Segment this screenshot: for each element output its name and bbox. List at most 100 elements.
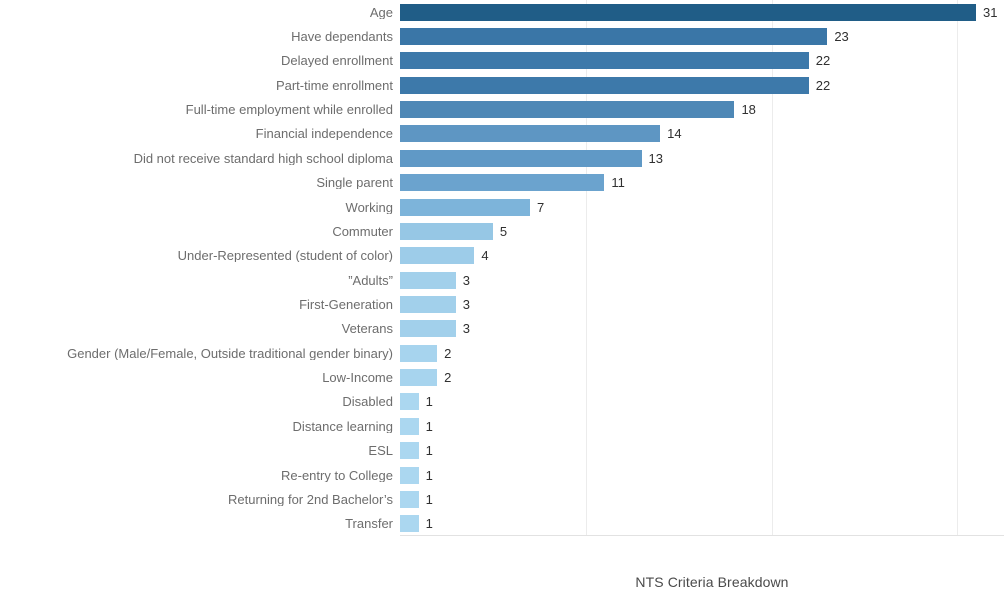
category-label: Full-time employment while enrolled [185, 103, 393, 117]
bar-age[interactable] [400, 3, 976, 21]
chart-row: Re-entry to College 1 [0, 463, 1004, 487]
category-label: Working [345, 200, 393, 214]
bar-delayed-enrollment[interactable] [400, 52, 809, 70]
gridline-10 [585, 0, 587, 536]
value-label: 1 [425, 467, 433, 483]
bar-track: 1 [400, 390, 433, 414]
gridline-20 [771, 0, 773, 536]
bar-track: 1 [400, 414, 433, 438]
category-label: Financial independence [255, 127, 393, 141]
bar-track: 1 [400, 438, 433, 462]
category-label: First-Generation [299, 297, 393, 311]
bar-have-dependants[interactable] [400, 28, 828, 46]
chart-row: Full-time employment while enrolled 18 [0, 97, 1004, 121]
category-label: ”Adults” [348, 273, 393, 287]
chart-row: Returning for 2nd Bachelor’s 1 [0, 487, 1004, 511]
bar-part-time-enrollment[interactable] [400, 76, 809, 94]
value-label: 22 [815, 53, 831, 69]
chart-row: Part-time enrollment 22 [0, 73, 1004, 97]
bar-track: 4 [400, 244, 489, 268]
bar-track: 23 [400, 24, 849, 48]
bar-gender-male-female-outside-traditional-gender-binary[interactable] [400, 344, 438, 362]
value-label: 3 [462, 296, 470, 312]
chart-row: Single parent 11 [0, 171, 1004, 195]
chart-row: ”Adults” 3 [0, 268, 1004, 292]
category-label: Disabled [342, 395, 393, 409]
bar-full-time-employment-while-enrolled[interactable] [400, 101, 735, 119]
bar-track: 11 [400, 171, 625, 195]
category-label: Veterans [341, 322, 393, 336]
bar-transfer[interactable] [400, 515, 419, 533]
chart-row: Veterans 3 [0, 317, 1004, 341]
bar-track: 1 [400, 512, 433, 536]
category-label: Part-time enrollment [275, 78, 393, 92]
chart-row: Did not receive standard high school dip… [0, 146, 1004, 170]
bar-track: 3 [400, 292, 470, 316]
bar-did-not-receive-standard-high-school-diploma[interactable] [400, 149, 642, 167]
category-label: ESL [368, 444, 393, 458]
value-label: 31 [982, 4, 998, 20]
bar-distance-learning[interactable] [400, 417, 419, 435]
category-label: Transfer [345, 517, 393, 531]
value-label: 5 [499, 223, 508, 239]
bar-single-parent[interactable] [400, 174, 605, 192]
category-label: Single parent [316, 176, 393, 190]
gridline-30 [957, 0, 959, 536]
bar-under-represented-student-of-color[interactable] [400, 247, 475, 265]
chart-row: Low-Income 2 [0, 365, 1004, 389]
bar-track: 22 [400, 73, 830, 97]
nts-criteria-bar-chart: Age 31 Have dependants 23 Delayed enrollment… [0, 0, 1004, 536]
bar-track: 31 [400, 0, 997, 24]
bar-adults[interactable] [400, 271, 456, 289]
bar-commuter[interactable] [400, 222, 493, 240]
bar-track: 14 [400, 122, 682, 146]
value-label: 23 [834, 29, 849, 45]
chart-row: Disabled 1 [0, 390, 1004, 414]
bar-returning-for-2nd-bachelor-s[interactable] [400, 490, 419, 508]
value-label: 1 [425, 491, 433, 507]
chart-row: ESL 1 [0, 438, 1004, 462]
category-label: Gender (Male/Female, Outside traditional… [67, 346, 393, 360]
chart-row: Financial independence 14 [0, 122, 1004, 146]
chart-row: Commuter 5 [0, 219, 1004, 243]
chart-row: Delayed enrollment 22 [0, 49, 1004, 73]
value-label: 3 [462, 272, 470, 288]
value-label: 11 [611, 175, 625, 191]
bar-track: 13 [400, 146, 663, 170]
value-label: 1 [425, 516, 433, 532]
value-label: 13 [648, 150, 663, 166]
bar-financial-independence[interactable] [400, 125, 661, 143]
value-label: 22 [815, 77, 831, 93]
chart-row: Working 7 [0, 195, 1004, 219]
category-label: Age [369, 5, 393, 19]
value-label: 1 [425, 443, 433, 459]
bar-track: 2 [400, 341, 451, 365]
chart-row: Age 31 [0, 0, 1004, 24]
bar-track: 2 [400, 365, 451, 389]
x-axis-line [400, 535, 1004, 536]
bar-track: 5 [400, 219, 507, 243]
bar-track: 18 [400, 97, 756, 121]
chart-row: Transfer 1 [0, 512, 1004, 536]
category-label: Low-Income [322, 371, 393, 385]
category-label: Commuter [332, 224, 393, 238]
bar-track: 3 [400, 268, 470, 292]
category-label: Distance learning [292, 419, 393, 433]
bar-working[interactable] [400, 198, 531, 216]
chart-rows: Age 31 Have dependants 23 Delayed enrollment… [0, 0, 1004, 536]
category-label: Re-entry to College [281, 468, 393, 482]
bar-first-generation[interactable] [400, 295, 456, 313]
chart-title: NTS Criteria Breakdown [635, 574, 789, 590]
category-label: Have dependants [291, 30, 393, 44]
bar-low-income[interactable] [400, 369, 438, 387]
chart-row: Have dependants 23 [0, 24, 1004, 48]
category-label: Returning for 2nd Bachelor’s [227, 492, 393, 506]
bar-re-entry-to-college[interactable] [400, 466, 419, 484]
value-label: 2 [444, 370, 452, 386]
bar-esl[interactable] [400, 442, 419, 460]
bar-disabled[interactable] [400, 393, 419, 411]
category-label: Did not receive standard high school dip… [133, 151, 393, 165]
bar-veterans[interactable] [400, 320, 456, 338]
category-label: Under-Represented (student of color) [177, 249, 393, 263]
